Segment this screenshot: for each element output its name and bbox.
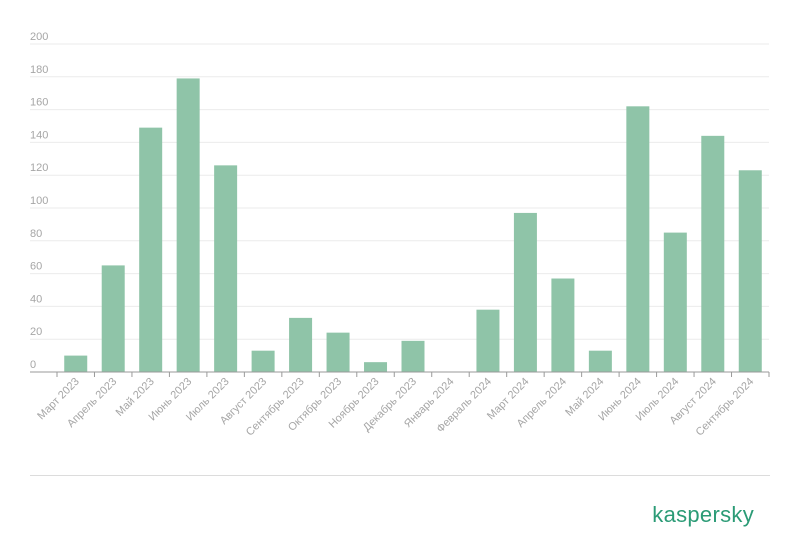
y-tick-label: 20 [30,326,42,338]
bar [214,165,238,372]
bar [101,265,125,372]
y-axis-tick-labels: 0 20 40 60 80 100 120 140 160 180 200 [30,31,48,371]
y-tick-label: 40 [30,293,42,305]
bar [289,317,313,372]
bar [476,309,500,372]
bar-chart: 0 20 40 60 80 100 120 140 160 180 200 Март 2023Апр… [30,31,770,439]
y-tick-label: 0 [30,359,36,371]
y-tick-label: 100 [30,195,48,207]
y-tick-label: 80 [30,228,42,240]
bar [663,232,687,372]
x-axis [30,371,770,377]
bar [139,127,163,372]
bar [401,340,425,372]
y-tick-label: 160 [30,97,48,109]
bar [588,350,612,372]
bar [626,106,650,372]
y-tick-label: 120 [30,162,48,174]
bottom-divider [30,475,770,476]
y-tick-label: 140 [30,129,48,141]
bar [64,355,88,372]
bar [701,135,725,372]
bars [64,78,762,372]
y-tick-label: 200 [30,31,48,43]
bar [251,350,275,372]
kaspersky-logo: kaspersky [652,502,754,527]
bar [326,332,350,372]
bar [738,170,762,372]
bar [176,78,200,372]
bar [513,212,537,372]
y-tick-label: 180 [30,64,48,76]
bar [364,362,388,372]
y-tick-label: 60 [30,261,42,273]
bar [551,278,575,372]
